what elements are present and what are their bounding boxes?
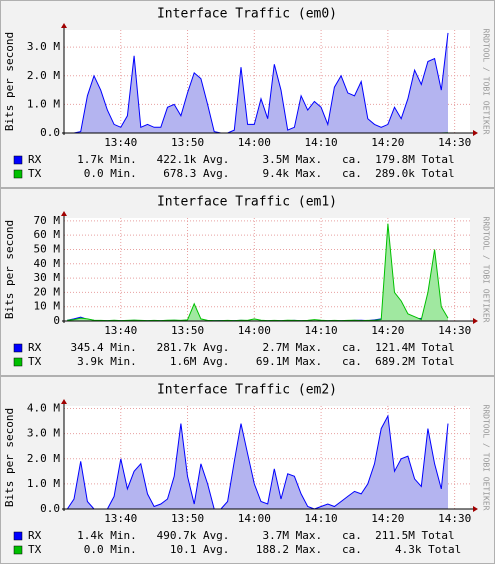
x-tick-label: 14:00 (238, 324, 271, 337)
y-tick-label: 2.0 M (27, 69, 60, 82)
legend-stats: 0.0 Min. 10.1 Avg. 188.2 Max. ca. 4.3k T… (44, 543, 461, 556)
chart-title: Interface Traffic (em0) (157, 7, 337, 22)
legend-swatch (13, 357, 23, 367)
y-tick-label: 60 M (34, 228, 61, 241)
series-line (67, 223, 449, 322)
x-tick-label: 14:30 (438, 512, 471, 525)
y-tick-label: 40 M (34, 257, 61, 270)
x-tick-label: 13:50 (171, 136, 204, 149)
x-tick-label: 14:00 (238, 512, 271, 525)
x-tick-label: 14:20 (371, 136, 404, 149)
axis-arrow (473, 506, 478, 512)
legend-swatch (13, 531, 23, 541)
y-tick-label: 0 (53, 314, 60, 327)
y-tick-label: 0.0 (40, 502, 60, 515)
series-line (66, 414, 449, 510)
legend-swatch (13, 343, 23, 353)
side-text: RRDTOOL / TOBI OETIKER (482, 405, 491, 511)
legend-name: RX (28, 529, 42, 542)
chart-panel: Interface Traffic (em0) Bits per second RR… (0, 0, 495, 188)
legend-stats: 1.7k Min. 422.1k Avg. 3.5M Max. ca. 179.… (44, 153, 455, 166)
legend-swatch (13, 545, 23, 555)
plot-background (64, 218, 470, 321)
chart-title: Interface Traffic (em2) (157, 383, 337, 398)
legend-name: TX (28, 543, 42, 556)
chart-panel: Interface Traffic (em2) Bits per second RR… (0, 376, 495, 564)
y-tick-label: 0.0 (40, 126, 60, 139)
y-tick-label: 20 M (34, 285, 61, 298)
axis-arrow (61, 399, 67, 404)
legend-swatch (13, 155, 23, 165)
y-tick-label: 3.0 M (27, 427, 60, 440)
y-tick-label: 4.0 M (27, 402, 60, 415)
x-tick-label: 14:10 (305, 136, 338, 149)
series-area (67, 416, 449, 509)
y-tick-label: 2.0 M (27, 452, 60, 465)
x-tick-label: 13:40 (104, 512, 137, 525)
x-tick-label: 13:40 (104, 136, 137, 149)
legend-stats: 3.9k Min. 1.6M Avg. 69.1M Max. ca. 689.2… (44, 355, 455, 368)
y-tick-label: 1.0 M (27, 477, 60, 490)
legend-stats: 345.4 Min. 281.7k Avg. 2.7M Max. ca. 121… (44, 341, 455, 354)
legend-name: TX (28, 355, 42, 368)
x-tick-label: 13:50 (171, 324, 204, 337)
axis-arrow (473, 318, 478, 324)
y-axis-label: Bits per second (3, 32, 16, 131)
x-tick-label: 13:50 (171, 512, 204, 525)
y-tick-label: 3.0 M (27, 40, 60, 53)
chart-panel: Interface Traffic (em1) Bits per second RR… (0, 188, 495, 376)
x-tick-label: 14:20 (371, 512, 404, 525)
axis-arrow (61, 211, 67, 216)
y-axis-label: Bits per second (3, 408, 16, 507)
legend-swatch (13, 169, 23, 179)
x-tick-label: 14:10 (305, 512, 338, 525)
side-text: RRDTOOL / TOBI OETIKER (482, 217, 491, 323)
chart-title: Interface Traffic (em1) (157, 195, 337, 210)
y-tick-label: 50 M (34, 242, 61, 255)
axis-arrow (473, 130, 478, 136)
side-text: RRDTOOL / TOBI OETIKER (482, 29, 491, 135)
legend-stats: 0.0 Min. 678.3 Avg. 9.4k Max. ca. 289.0k… (44, 167, 455, 180)
x-tick-label: 14:00 (238, 136, 271, 149)
y-tick-label: 30 M (34, 271, 61, 284)
x-tick-label: 14:20 (371, 324, 404, 337)
x-tick-label: 14:30 (438, 136, 471, 149)
y-tick-label: 10 M (34, 300, 61, 313)
legend-name: RX (28, 341, 42, 354)
x-tick-label: 14:10 (305, 324, 338, 337)
x-tick-label: 13:40 (104, 324, 137, 337)
legend-name: RX (28, 153, 42, 166)
series-line (67, 32, 449, 134)
y-tick-label: 1.0 M (27, 97, 60, 110)
axis-arrow (61, 23, 67, 28)
y-tick-label: 70 M (34, 214, 61, 227)
series-area (67, 32, 449, 133)
legend-stats: 1.4k Min. 490.7k Avg. 3.7M Max. ca. 211.… (44, 529, 455, 542)
legend-name: TX (28, 167, 42, 180)
x-tick-label: 14:30 (438, 324, 471, 337)
y-axis-label: Bits per second (3, 220, 16, 319)
